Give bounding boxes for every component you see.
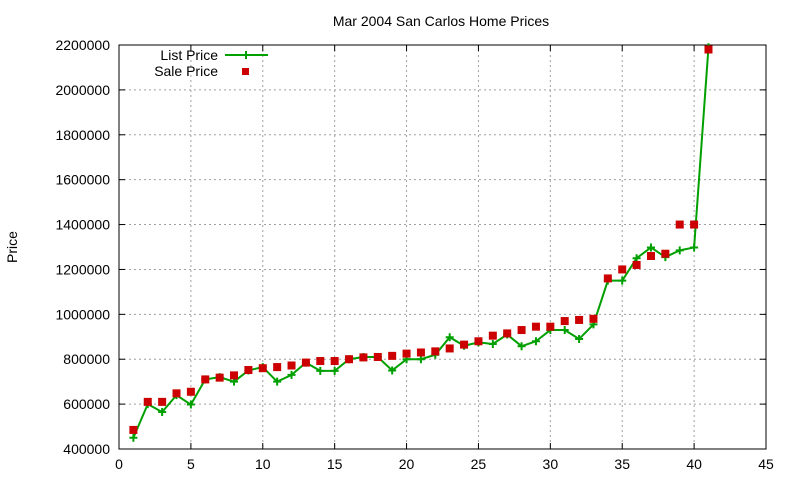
sale-price-point	[589, 314, 598, 323]
chart-title: Mar 2004 San Carlos Home Prices	[333, 13, 549, 29]
sale-price-point	[201, 375, 210, 384]
sale-price-point	[388, 351, 397, 360]
x-tick-label: 40	[686, 456, 702, 472]
sale-price-point	[273, 363, 282, 372]
y-tick-label: 1400000	[55, 217, 110, 233]
sale-price-point	[244, 365, 253, 374]
list-price-point	[316, 366, 325, 375]
list-price-point	[618, 276, 627, 285]
sale-price-point	[215, 373, 224, 382]
sale-price-point	[531, 322, 540, 331]
y-tick-label: 1800000	[55, 127, 110, 143]
sale-price-point	[230, 371, 239, 380]
legend: List Price Sale Price	[154, 47, 268, 79]
y-tick-label: 800000	[63, 351, 110, 367]
list-price-point	[646, 243, 655, 252]
legend-label-list-price: List Price	[160, 47, 218, 63]
legend-label-sale-price: Sale Price	[154, 63, 218, 79]
list-price-point	[287, 370, 296, 379]
sale-price-point	[143, 397, 152, 406]
legend-marker-sale-price	[242, 68, 249, 75]
x-tick-label: 5	[187, 456, 195, 472]
list-price-point	[531, 337, 540, 346]
y-tick-label: 400000	[63, 441, 110, 457]
list-price-point	[273, 377, 282, 386]
sale-price-point	[546, 322, 555, 331]
list-price-point	[517, 342, 526, 351]
list-price-point	[330, 366, 339, 375]
list-price-point	[690, 243, 699, 252]
series-layer	[129, 43, 713, 442]
list-price-point	[388, 366, 397, 375]
y-tick-label: 1200000	[55, 261, 110, 277]
plot-frame	[118, 44, 767, 450]
list-price-point	[575, 335, 584, 344]
y-axis-label: Price	[4, 231, 20, 263]
sale-price-point	[632, 260, 641, 269]
sale-price-point	[287, 361, 296, 370]
list-price-point	[488, 339, 497, 348]
sale-price-point	[603, 274, 612, 283]
sale-price-point	[416, 348, 425, 357]
sale-price-point	[503, 329, 512, 338]
y-tick-label: 600000	[63, 396, 110, 412]
list-price-point	[129, 433, 138, 442]
axis-ticks: 0 5 10 15 20 25 30 35 40 45 400000 600000 800000 1000…	[55, 37, 774, 472]
sale-price-point	[488, 331, 497, 340]
x-tick-label: 10	[255, 456, 271, 472]
sale-price-point	[704, 45, 713, 54]
x-tick-label: 35	[614, 456, 630, 472]
x-tick-label: 45	[758, 456, 774, 472]
legend-marker-list-price	[242, 51, 250, 59]
sale-price-point	[258, 364, 267, 373]
x-tick-label: 15	[327, 456, 343, 472]
sale-price-point	[373, 352, 382, 361]
sale-price-point	[301, 358, 310, 367]
sale-price-point	[675, 220, 684, 229]
sale-price-point	[517, 326, 526, 335]
sale-price-point	[172, 389, 181, 398]
sale-price-point	[445, 344, 454, 353]
list-price-point	[186, 400, 195, 409]
sale-price-point	[575, 315, 584, 324]
x-tick-label: 20	[399, 456, 415, 472]
y-tick-label: 1600000	[55, 172, 110, 188]
sale-price-point	[359, 353, 368, 362]
list-price-point	[416, 355, 425, 364]
x-tick-label: 30	[543, 456, 559, 472]
sale-price-point	[474, 337, 483, 346]
sale-price-point	[345, 355, 354, 364]
list-price-point	[158, 407, 167, 416]
sale-price-point	[560, 317, 569, 326]
y-tick-label: 1000000	[55, 306, 110, 322]
sale-price-point	[186, 387, 195, 396]
sale-price-point	[129, 425, 138, 434]
y-tick-label: 2200000	[55, 37, 110, 53]
list-price-point	[560, 326, 569, 335]
sale-price-point	[460, 340, 469, 349]
list-price-point	[632, 254, 641, 263]
sale-price-point	[690, 220, 699, 229]
list-price-point	[675, 246, 684, 255]
sale-price-point	[330, 357, 339, 366]
sale-price-point	[661, 249, 670, 258]
grid	[119, 45, 766, 449]
x-tick-label: 25	[471, 456, 487, 472]
y-tick-label: 2000000	[55, 82, 110, 98]
sale-price-point	[431, 347, 440, 356]
sale-price-point	[618, 265, 627, 274]
x-tick-label: 0	[115, 456, 123, 472]
list-price-point	[445, 333, 454, 342]
sale-price-point	[316, 357, 325, 366]
sale-price-point	[646, 251, 655, 260]
sale-price-point	[402, 349, 411, 358]
sale-price-point	[158, 397, 167, 406]
